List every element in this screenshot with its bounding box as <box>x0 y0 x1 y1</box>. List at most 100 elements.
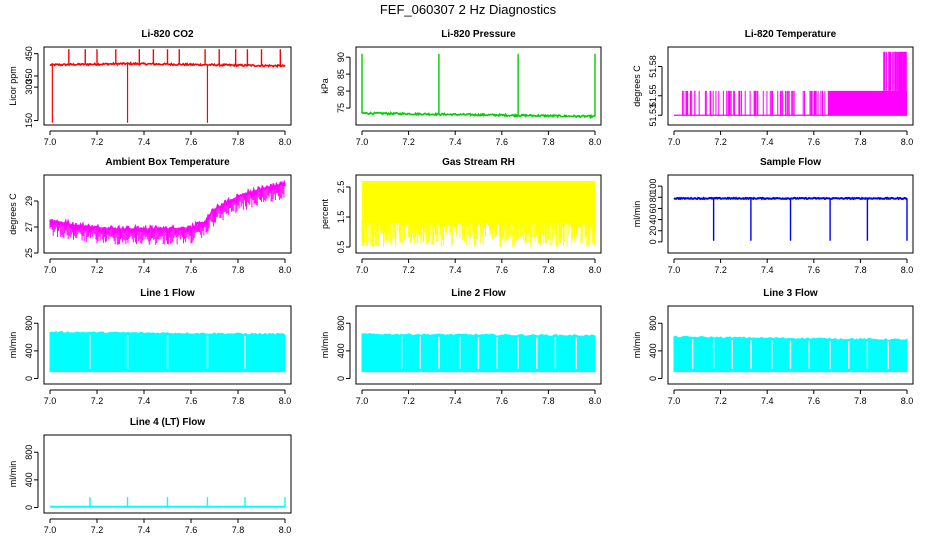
dense-band <box>362 181 595 223</box>
y-tick-label: 400 <box>24 343 34 358</box>
y-tick-label: 29 <box>24 196 34 206</box>
y-tick-label: 80 <box>336 86 346 96</box>
x-tick-label: 7.8 <box>854 396 867 406</box>
y-tick-label: 400 <box>24 472 34 487</box>
x-tick-label: 8.0 <box>901 396 914 406</box>
y-tick-label: 0 <box>648 239 658 244</box>
x-tick-label: 7.6 <box>185 396 198 406</box>
x-tick-label: 7.4 <box>449 396 462 406</box>
x-tick-label: 7.0 <box>356 137 369 147</box>
y-tick-label: 2.5 <box>336 181 346 194</box>
panel-title: Line 2 Flow <box>451 288 506 299</box>
x-tick-label: 7.6 <box>185 265 198 275</box>
y-axis-label: Licor ppm <box>8 66 18 106</box>
x-tick-label: 7.6 <box>808 265 821 275</box>
x-tick-label: 8.0 <box>901 137 914 147</box>
x-tick-label: 7.2 <box>714 396 727 406</box>
x-tick-label: 7.2 <box>402 265 415 275</box>
series-group <box>49 330 286 373</box>
panel-2: Li-820 Temperature 7.0 7.2 7.4 7.6 7.8 8.0 51.5… <box>632 29 914 147</box>
series-group <box>361 53 596 120</box>
y-axis-label: percent <box>320 198 330 229</box>
x-tick-label: 7.8 <box>542 137 555 147</box>
series-group <box>673 335 908 373</box>
x-tick-label: 7.2 <box>714 265 727 275</box>
y-axis-label: ml/min <box>320 332 330 359</box>
dense-band <box>827 90 907 116</box>
x-tick-label: 7.8 <box>232 265 245 275</box>
x-tick-label: 7.8 <box>854 137 867 147</box>
y-tick-label: 0 <box>336 376 346 381</box>
panel-title: Li-820 CO2 <box>141 29 194 40</box>
x-tick-label: 7.8 <box>232 525 245 535</box>
y-tick-label: 60 <box>648 203 658 213</box>
y-tick-label: 0 <box>24 376 34 381</box>
figure-title: FEF_060307 2 Hz Diagnostics <box>380 2 557 17</box>
x-tick-label: 7.6 <box>808 137 821 147</box>
x-tick-label: 8.0 <box>279 396 292 406</box>
y-tick-label: 0.5 <box>336 241 346 254</box>
y-tick-label: 800 <box>24 316 34 331</box>
panel-title: Sample Flow <box>760 157 821 168</box>
y-tick-label: 75 <box>336 103 346 113</box>
panel-title: Li-820 Temperature <box>745 29 837 40</box>
x-tick-label: 7.0 <box>668 265 681 275</box>
y-tick-label: 51.58 <box>648 55 658 78</box>
y-tick-label: 800 <box>24 445 34 460</box>
y-tick-label: 0 <box>24 505 34 510</box>
x-tick-label: 7.4 <box>761 137 774 147</box>
x-tick-label: 7.0 <box>668 137 681 147</box>
series-group <box>673 196 908 241</box>
y-tick-label: 0 <box>648 376 658 381</box>
y-tick-label: 51.55 <box>648 84 658 107</box>
plot-frame <box>43 46 292 126</box>
x-tick-label: 7.0 <box>356 265 369 275</box>
x-tick-label: 8.0 <box>589 396 602 406</box>
plot-frame <box>43 305 292 385</box>
y-tick-label: 400 <box>648 343 658 358</box>
y-tick-label: 27 <box>24 222 34 232</box>
y-tick-label: 150 <box>24 113 34 128</box>
panel-3: Ambient Box Temperature 7.0 7.2 7.4 7.6 7.8 8.… <box>8 157 292 275</box>
panel-title: Line 3 Flow <box>763 288 818 299</box>
x-tick-label: 8.0 <box>589 265 602 275</box>
x-tick-label: 7.0 <box>44 137 57 147</box>
y-tick-label: 85 <box>336 69 346 79</box>
x-tick-label: 7.4 <box>138 525 151 535</box>
plot-frame <box>667 46 914 126</box>
panel-title: Li-820 Pressure <box>441 29 516 40</box>
x-tick-label: 7.2 <box>91 137 104 147</box>
y-tick-label: 350 <box>24 68 34 83</box>
plot-frame <box>355 46 602 126</box>
plot-frame <box>667 174 914 254</box>
y-axis-label: kPa <box>320 78 330 94</box>
y-axis-label: ml/min <box>8 461 18 488</box>
x-tick-label: 7.4 <box>449 265 462 275</box>
panel-9: Line 4 (LT) Flow 7.0 7.2 7.4 7.6 7.8 8.0 0 400 80… <box>8 417 292 535</box>
panel-7: Line 2 Flow 7.0 7.2 7.4 7.6 7.8 8.0 0 400 800 ml/m… <box>320 288 602 406</box>
x-tick-label: 7.4 <box>138 265 151 275</box>
x-tick-label: 7.4 <box>761 396 774 406</box>
panel-title: Ambient Box Temperature <box>105 157 230 168</box>
x-tick-label: 7.4 <box>761 265 774 275</box>
x-tick-label: 8.0 <box>589 137 602 147</box>
x-tick-label: 7.6 <box>496 137 509 147</box>
x-tick-label: 7.0 <box>44 396 57 406</box>
plot-frame <box>43 434 292 514</box>
x-tick-label: 7.2 <box>91 265 104 275</box>
y-tick-label: 80 <box>648 192 658 202</box>
x-tick-label: 7.6 <box>496 265 509 275</box>
panel-title: Line 1 Flow <box>140 288 195 299</box>
x-tick-label: 7.0 <box>356 396 369 406</box>
x-tick-label: 7.4 <box>449 137 462 147</box>
series-group <box>49 179 286 245</box>
y-tick-label: 800 <box>336 316 346 331</box>
y-tick-label: 800 <box>648 316 658 331</box>
x-tick-label: 8.0 <box>279 525 292 535</box>
panel-8: Line 3 Flow 7.0 7.2 7.4 7.6 7.8 8.0 0 400 800 ml/m… <box>632 288 914 406</box>
plot-frame <box>355 174 602 254</box>
plot-frame <box>667 305 914 385</box>
plot-frame <box>355 305 602 385</box>
